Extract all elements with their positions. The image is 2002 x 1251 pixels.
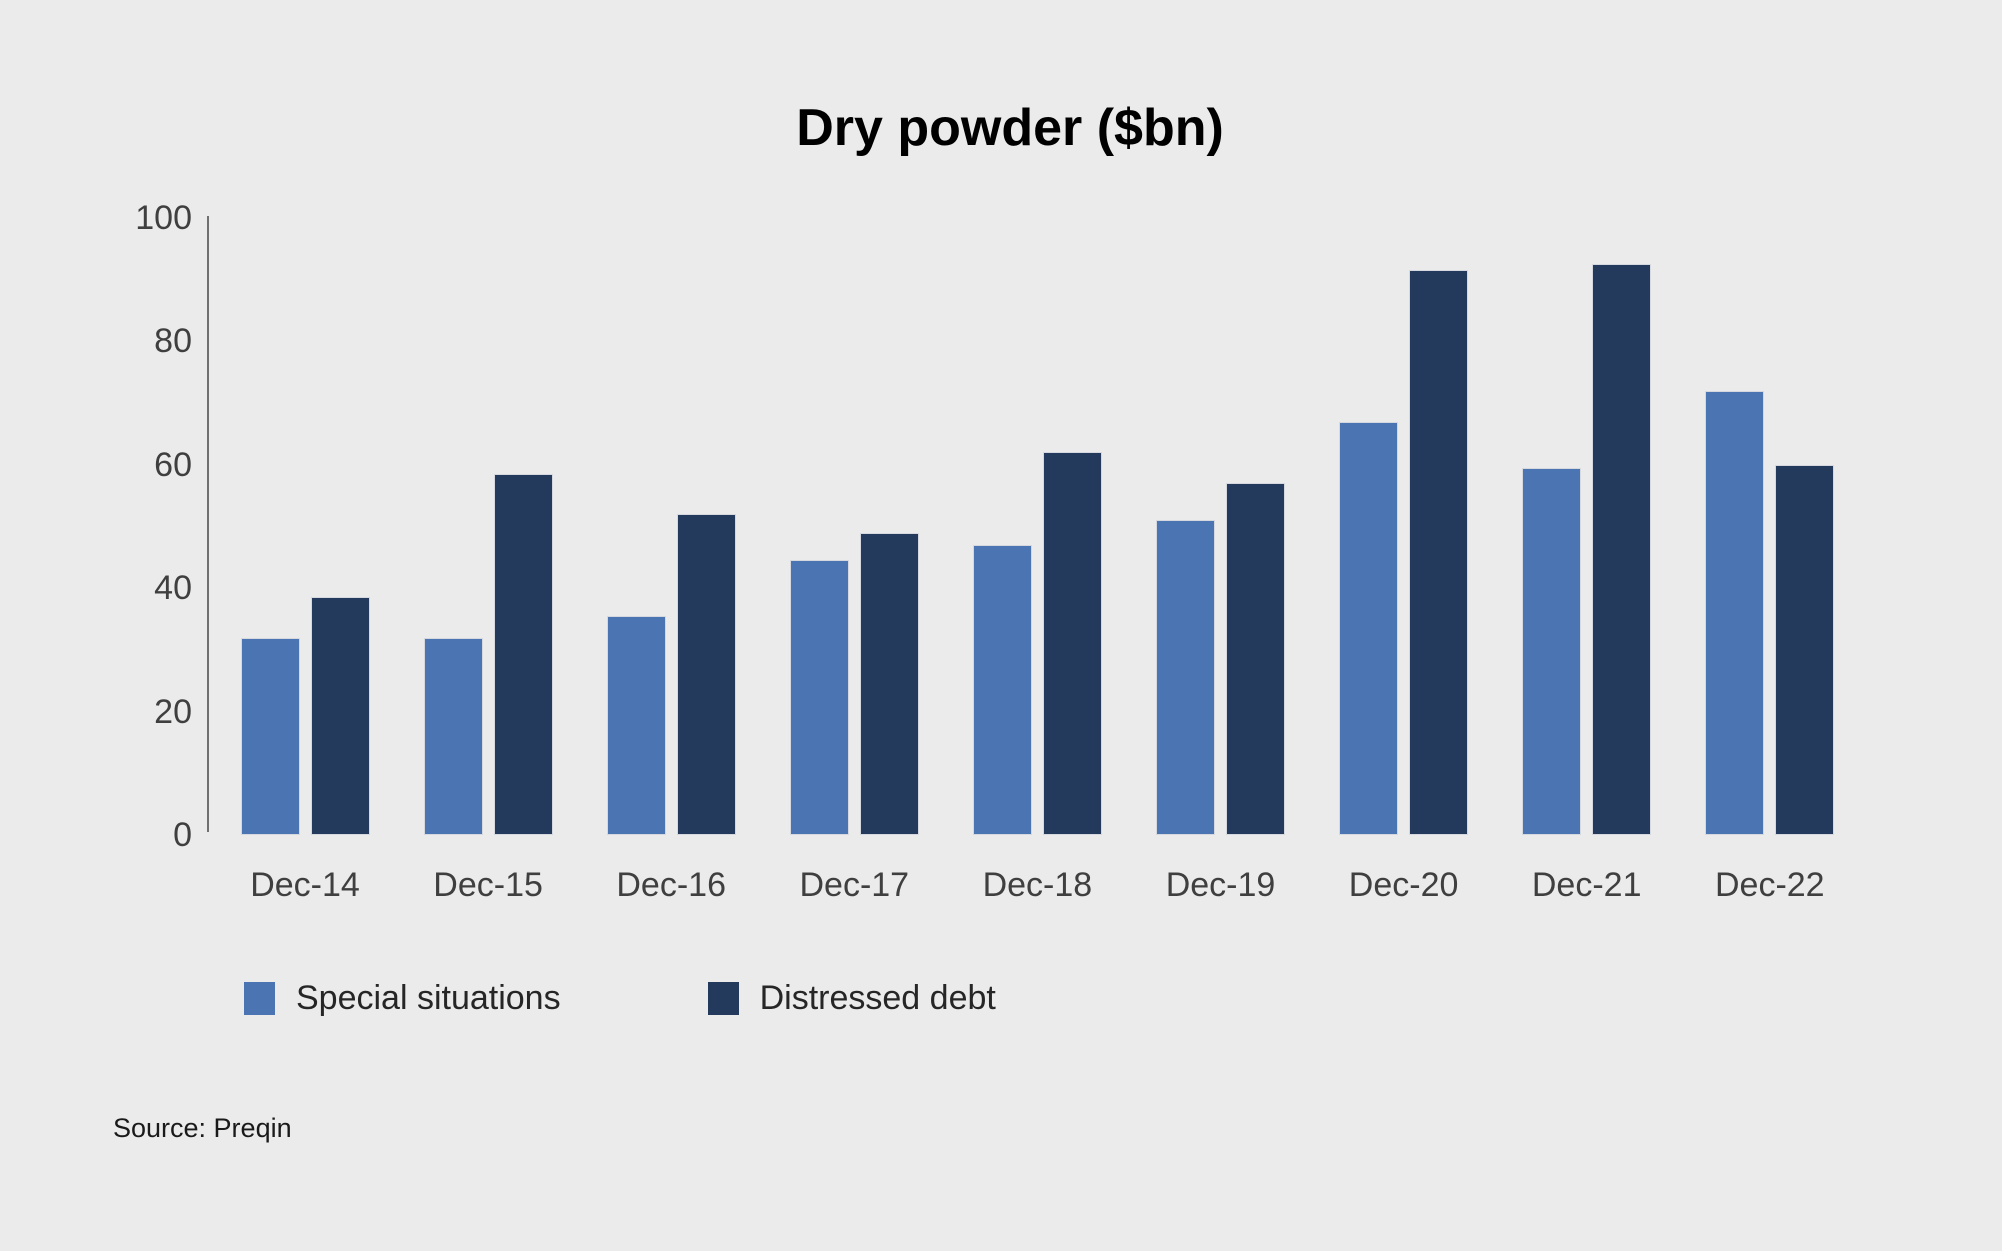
legend-swatch-distressed-debt bbox=[707, 981, 739, 1015]
x-label-dec-21: Dec-21 bbox=[1531, 866, 1642, 904]
x-label-dec-22: Dec-22 bbox=[1714, 866, 1825, 904]
legend-entry-special-situations: Special situations bbox=[244, 979, 561, 1018]
bar-special-situations-dec-21 bbox=[1522, 467, 1582, 835]
chart-title: Dry powder ($bn) bbox=[796, 99, 1224, 157]
bar-distressed-debt-dec-18 bbox=[1042, 452, 1102, 835]
source-note: Source: Preqin bbox=[113, 1113, 292, 1143]
y-tick-60: 60 bbox=[154, 445, 192, 484]
legend-label-distressed-debt: Distressed debt bbox=[759, 978, 996, 1017]
y-tick-0: 0 bbox=[173, 816, 192, 854]
x-label-dec-15: Dec-15 bbox=[433, 866, 543, 904]
x-label-dec-14: Dec-14 bbox=[250, 866, 360, 904]
bar-special-situations-dec-18 bbox=[972, 545, 1032, 835]
y-tick-100: 100 bbox=[135, 199, 192, 237]
legend-swatch-special-situations bbox=[244, 981, 275, 1015]
y-tick-20: 20 bbox=[154, 692, 192, 731]
y-axis-line bbox=[207, 216, 209, 832]
bar-special-situations-dec-14 bbox=[240, 637, 300, 835]
x-label-dec-16: Dec-16 bbox=[616, 866, 726, 904]
x-label-dec-19: Dec-19 bbox=[1165, 866, 1276, 904]
bar-special-situations-dec-20 bbox=[1339, 421, 1399, 835]
x-label-dec-17: Dec-17 bbox=[799, 866, 910, 904]
legend: Special situations Distressed debt bbox=[244, 978, 996, 1018]
bar-distressed-debt-dec-19 bbox=[1226, 483, 1285, 835]
x-label-dec-18: Dec-18 bbox=[982, 866, 1093, 904]
bar-special-situations-dec-17 bbox=[789, 560, 849, 835]
bar-distressed-debt-dec-15 bbox=[493, 474, 553, 835]
y-tick-40: 40 bbox=[154, 569, 192, 608]
legend-label-special-situations: Special situations bbox=[296, 978, 561, 1017]
bar-special-situations-dec-15 bbox=[423, 637, 483, 835]
y-tick-80: 80 bbox=[154, 322, 192, 361]
bar-special-situations-dec-16 bbox=[606, 615, 666, 835]
bar-distressed-debt-dec-17 bbox=[859, 532, 919, 835]
bar-distressed-debt-dec-14 bbox=[310, 597, 370, 835]
bar-distressed-debt-dec-16 bbox=[676, 514, 736, 835]
bar-distressed-debt-dec-20 bbox=[1409, 270, 1469, 835]
bar-distressed-debt-dec-22 bbox=[1775, 464, 1835, 835]
bar-distressed-debt-dec-21 bbox=[1592, 264, 1652, 835]
x-label-dec-20: Dec-20 bbox=[1348, 866, 1459, 904]
legend-entry-distressed-debt: Distressed debt bbox=[707, 978, 996, 1018]
bar-special-situations-dec-22 bbox=[1705, 390, 1765, 835]
bar-special-situations-dec-19 bbox=[1156, 520, 1215, 835]
